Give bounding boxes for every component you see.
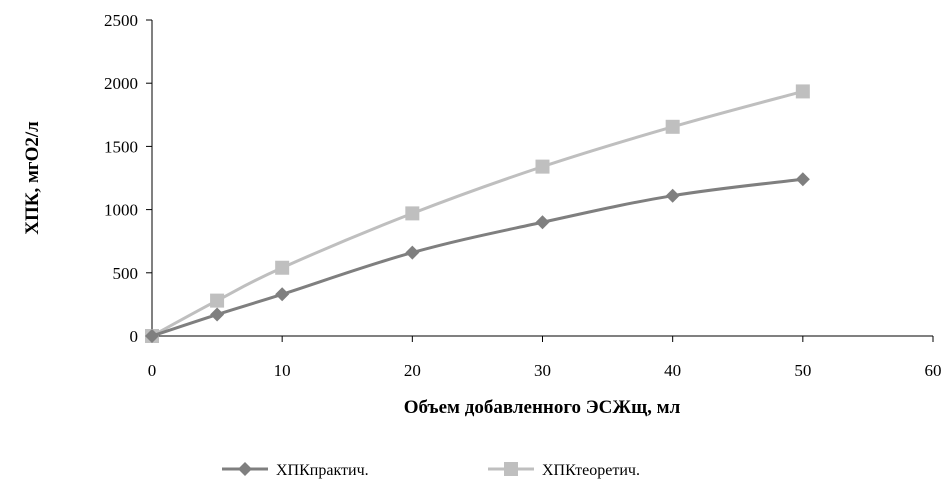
y-tick-label: 1000 [104, 201, 138, 220]
x-tick-label: 10 [274, 361, 291, 380]
data-point [210, 307, 225, 322]
data-point [665, 119, 680, 134]
data-point [405, 245, 420, 260]
y-axis-title: ХПК, мгО2/л [22, 121, 43, 235]
legend-item: ХПКпрактич. [222, 462, 369, 479]
x-tick-label: 50 [794, 361, 811, 380]
legend-marker [238, 462, 252, 476]
data-point [275, 287, 290, 302]
data-point [535, 159, 550, 174]
series-line [151, 177, 804, 338]
y-tick-label: 2000 [104, 74, 138, 93]
y-tick-label: 2500 [104, 11, 138, 30]
y-tick-label: 500 [113, 264, 139, 283]
y-axis: 0 500 1000 1500 2000 2500 [104, 11, 153, 346]
data-point [535, 215, 550, 230]
x-axis: 0 10 20 30 40 50 60 [148, 335, 942, 380]
data-point [795, 172, 810, 187]
legend-label: ХПКтеоретич. [542, 462, 640, 479]
x-tick-label: 0 [148, 361, 157, 380]
legend: ХПКпрактич. ХПКтеоретич. [222, 462, 640, 479]
x-tick-label: 30 [534, 361, 551, 380]
series-practical [145, 172, 810, 343]
y-tick-label: 0 [130, 327, 139, 346]
data-point [275, 260, 290, 275]
data-point [665, 188, 680, 203]
x-tick-label: 20 [404, 361, 421, 380]
legend-label: ХПКпрактич. [276, 462, 369, 479]
series-theoretical [145, 84, 810, 343]
plot-series [145, 84, 810, 343]
legend-marker [504, 462, 518, 476]
data-point [405, 206, 420, 221]
legend-item: ХПКтеоретич. [488, 462, 640, 479]
series-line [151, 89, 804, 338]
y-tick-label: 1500 [104, 137, 138, 156]
data-point [795, 84, 810, 99]
x-tick-label: 60 [925, 361, 942, 380]
data-point [210, 293, 225, 308]
data-point [145, 329, 159, 343]
x-axis-title: Объем добавленного ЭСЖщ, мл [404, 397, 681, 418]
x-tick-label: 40 [664, 361, 681, 380]
